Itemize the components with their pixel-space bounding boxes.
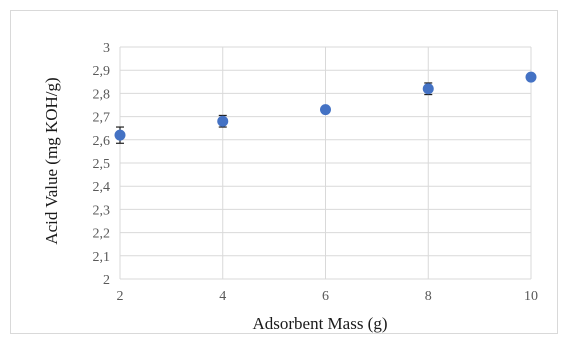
y-tick-label: 2,4 [93, 180, 111, 195]
y-tick-label: 3 [103, 41, 110, 56]
y-axis-title: Acid Value (mg KOH/g) [42, 77, 61, 244]
y-tick-label: 2 [103, 273, 110, 288]
y-tick-label: 2,1 [93, 250, 111, 265]
data-point [217, 115, 229, 127]
y-tick-label: 2,5 [93, 157, 111, 172]
data-point [525, 71, 537, 83]
data-points [114, 71, 537, 141]
y-tick-labels: 2 2,1 2,2 2,3 2,4 2,5 2,6 2,7 2,8 2,9 3 [93, 41, 111, 288]
y-tick-label: 2,3 [93, 203, 111, 218]
y-tick-label: 2,7 [93, 111, 111, 126]
x-tick-label: 10 [524, 289, 538, 304]
x-tick-label: 8 [425, 289, 432, 304]
y-tick-label: 2,8 [93, 87, 111, 102]
x-tick-label: 6 [322, 289, 329, 304]
data-point [320, 104, 331, 116]
y-tick-label: 2,2 [93, 227, 111, 242]
data-point [114, 129, 126, 141]
x-tick-label: 2 [117, 289, 124, 304]
x-axis-title: Adsorbent Mass (g) [252, 314, 387, 333]
data-point [422, 83, 434, 95]
x-tick-label: 4 [219, 289, 226, 304]
chart-frame [10, 10, 558, 334]
x-tick-labels: 2 4 6 8 10 [117, 289, 539, 304]
y-tick-label: 2,9 [93, 64, 111, 79]
y-tick-label: 2,6 [93, 134, 111, 149]
gridlines [119, 46, 532, 280]
